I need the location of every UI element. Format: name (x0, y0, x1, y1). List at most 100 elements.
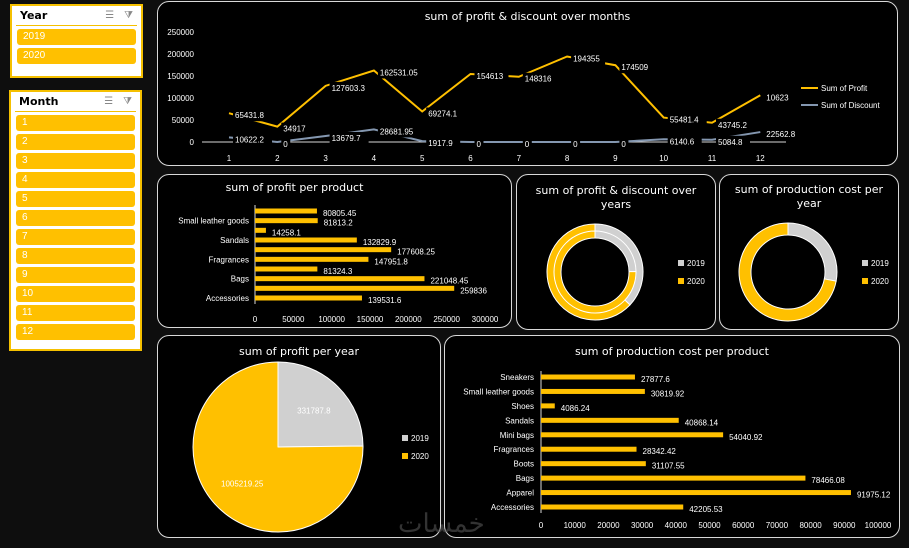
category-label: Accessories (491, 503, 534, 512)
data-label: 43745.2 (718, 121, 747, 130)
data-label: 127603.3 (332, 84, 366, 93)
x-tick-label: 60000 (732, 521, 755, 530)
month-slicer-item[interactable]: 11 (16, 305, 135, 321)
legend-swatch (678, 278, 684, 284)
x-tick-label: 3 (323, 154, 328, 163)
clear-filter-icon[interactable]: ⧩ (123, 96, 132, 107)
month-slicer-item[interactable]: 5 (16, 191, 135, 207)
data-label: 91975.12 (857, 491, 891, 500)
bar (255, 208, 317, 214)
x-tick-label: 150000 (357, 315, 384, 324)
y-tick-label: 250000 (167, 28, 194, 37)
bar (541, 388, 645, 394)
profit-per-product-chart: sum of profit per product 0 50000 100000 15… (157, 174, 512, 328)
y-tick-label: 100000 (167, 94, 194, 103)
data-label: 42205.53 (689, 505, 723, 514)
chart-title: sum of profit per product (225, 181, 364, 194)
month-slicer-item[interactable]: 12 (16, 324, 135, 340)
year-slicer-item[interactable]: 2020 (17, 48, 136, 64)
data-label-box (764, 128, 804, 141)
month-slicer-item[interactable]: 3 (16, 153, 135, 169)
bar (255, 276, 425, 282)
x-tick-label: 0 (539, 521, 544, 530)
data-label: 148316 (525, 75, 552, 84)
data-label: 177608.25 (397, 248, 435, 257)
x-tick-label: 40000 (665, 521, 688, 530)
category-label: Small leather goods (463, 387, 534, 396)
slice-2020 (553, 230, 637, 314)
x-tick-label: 10 (659, 154, 668, 163)
bar (541, 490, 851, 496)
x-tick-label: 50000 (282, 315, 305, 324)
x-tick-label: 30000 (631, 521, 654, 530)
x-tick-label: 80000 (799, 521, 822, 530)
data-label: 132829.9 (363, 238, 397, 247)
data-label-box (474, 69, 509, 82)
bar (541, 417, 679, 423)
clear-filter-icon[interactable]: ⧩ (124, 10, 133, 21)
data-label-box (426, 107, 466, 120)
category-label: Accessories (206, 294, 249, 303)
x-tick-label: 300000 (472, 315, 499, 324)
x-tick-label: 90000 (833, 521, 856, 530)
multi-select-icon[interactable]: ☰ (104, 96, 114, 107)
legend-label: 2019 (411, 434, 429, 443)
bar (255, 285, 455, 291)
data-label-box (522, 72, 557, 85)
data-label: 69274.1 (428, 110, 457, 119)
data-label: 80805.45 (323, 209, 357, 218)
multi-select-icon[interactable]: ☰ (105, 10, 115, 21)
x-tick-label: 70000 (766, 521, 789, 530)
month-slicer-item[interactable]: 8 (16, 248, 135, 264)
bar (541, 504, 684, 510)
data-label: 221048.45 (430, 277, 468, 286)
data-label: 4086.24 (561, 404, 590, 413)
month-slicer-item[interactable]: 2 (16, 134, 135, 150)
month-slicer-item[interactable]: 7 (16, 229, 135, 245)
data-label: 34917 (283, 125, 306, 134)
bar (255, 266, 318, 272)
data-label: 0 (573, 140, 578, 149)
data-label: 259836 (460, 286, 487, 295)
x-tick-label: 50000 (698, 521, 721, 530)
month-slicer-item[interactable]: 9 (16, 267, 135, 283)
month-slicer-title: Month (19, 95, 59, 108)
month-slicer: Month ☰ ⧩ 1 2 3 4 5 6 7 8 9 10 11 12 (9, 90, 142, 351)
data-label: 14258.1 (272, 228, 301, 237)
month-slicer-item[interactable]: 1 (16, 115, 135, 131)
year-slicer: Year ☰ ⧩ 2019 2020 (10, 4, 143, 78)
x-tick-label: 250000 (433, 315, 460, 324)
production-cost-product-chart: sum of production cost per product 0 1000… (444, 335, 900, 538)
watermark-logo: خمسات (398, 508, 485, 538)
data-label: 81813.2 (324, 219, 353, 228)
data-label-box (522, 138, 532, 150)
month-slicer-item[interactable]: 6 (16, 210, 135, 226)
month-slicer-header: Month ☰ ⧩ (15, 92, 136, 112)
chart-title: sum of profit per year (238, 345, 360, 358)
legend-label: 2020 (411, 452, 429, 461)
legend-swatch (402, 435, 408, 441)
bar (541, 446, 637, 452)
month-slicer-item[interactable]: 4 (16, 172, 135, 188)
category-label: Fragrances (209, 255, 249, 264)
legend-swatch (402, 453, 408, 459)
slice-2020 (738, 222, 837, 322)
month-slicer-item[interactable]: 10 (16, 286, 135, 302)
data-label-box (571, 138, 581, 150)
x-tick-label: 2 (275, 154, 280, 163)
x-tick-label: 6 (468, 154, 473, 163)
y-tick-label: 50000 (172, 116, 195, 125)
y-tick-label: 200000 (167, 50, 194, 59)
legend-label: 2020 (687, 277, 705, 286)
x-tick-label: 12 (756, 154, 765, 163)
x-tick-label: 9 (613, 154, 618, 163)
data-label: 5084.8 (718, 138, 743, 147)
x-tick-label: 10000 (564, 521, 587, 530)
data-label-box (619, 138, 629, 150)
legend-swatch (862, 278, 868, 284)
category-label: Shoes (511, 402, 534, 411)
category-label: Fragrances (494, 445, 534, 454)
data-label: 194355 (573, 54, 600, 63)
year-slicer-item[interactable]: 2019 (17, 29, 136, 45)
bar (255, 256, 369, 262)
